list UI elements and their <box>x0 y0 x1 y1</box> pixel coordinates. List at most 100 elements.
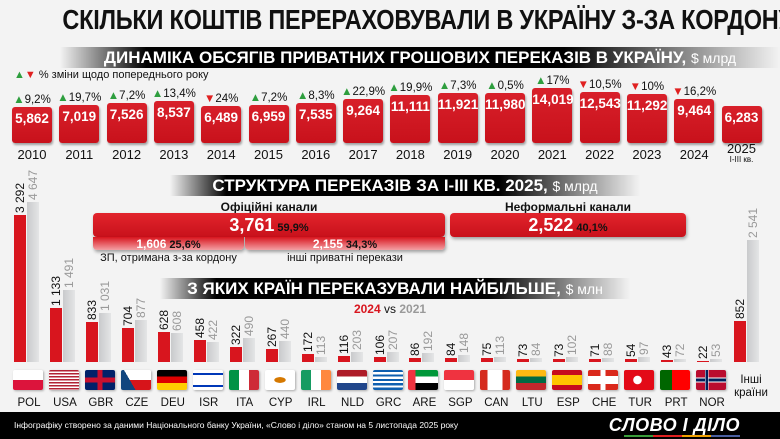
bar-2024 <box>625 359 638 362</box>
legend-2021: 2021 <box>399 302 427 316</box>
value-2024: 86 <box>408 342 423 356</box>
value-2021: 88 <box>601 342 616 356</box>
country-column: 73 102 ESP <box>548 180 584 412</box>
bar-2024 <box>337 356 350 362</box>
informal-value: 2,522 <box>528 215 574 235</box>
value-2024: 75 <box>480 343 495 357</box>
country-column: 116 203 NLD <box>333 180 369 412</box>
bar-2021 <box>458 354 471 362</box>
salary-value: 1,606 <box>136 237 167 251</box>
bar-value: 8,537 <box>156 104 191 120</box>
bar-value: 7,535 <box>298 107 333 123</box>
value-2021: 148 <box>457 332 472 353</box>
country-code: LTU <box>521 397 543 409</box>
country-code: ISR <box>199 397 219 409</box>
year-label: 2010 <box>17 147 47 162</box>
year-label: 2022 <box>585 147 615 162</box>
year-bar: 6,489 <box>201 105 242 143</box>
flag-esp-icon <box>552 370 583 390</box>
value-2021: 422 <box>205 319 220 340</box>
value-2021: 84 <box>529 342 544 356</box>
year-bar: 8,537 <box>153 100 194 143</box>
country-code: CAN <box>484 397 509 409</box>
country-column: 54 97 TUR <box>620 180 656 412</box>
value-2024: 267 <box>264 327 279 348</box>
country-column: 71 88 CHE <box>584 180 620 412</box>
country-column: 172 113 IRL <box>297 180 333 412</box>
value-2021: 490 <box>241 316 256 337</box>
bar-2024 <box>481 358 494 362</box>
country-column: 852 2 541 Інші країни <box>729 180 768 412</box>
year-bar: 7,535 <box>295 103 336 143</box>
other-private-label: інші приватні перекази <box>287 252 403 264</box>
bar-2024 <box>589 358 602 362</box>
country-code: CYP <box>268 397 293 409</box>
year-label: 2015 <box>254 147 283 162</box>
year-label: 2025 <box>727 141 756 156</box>
change-value: 0,5% <box>497 79 524 92</box>
year-bar: 9,264 <box>343 99 384 143</box>
flag-grc-icon <box>372 370 403 390</box>
flag-gbr-icon <box>84 370 115 390</box>
arrow-up-icon: ▲ <box>14 69 25 81</box>
country-column: 86 192 ARE <box>404 180 440 412</box>
bar-2024 <box>301 353 314 362</box>
bar-value: 6,283 <box>724 110 759 126</box>
country-code: SGP <box>448 397 473 409</box>
value-2024: 833 <box>84 300 99 321</box>
bar-value: 11,111 <box>390 98 430 114</box>
change-label: ▲19,9% <box>388 82 432 94</box>
arrow-up-icon: ▲ <box>438 80 451 92</box>
arrow-up-icon: ▲ <box>486 79 498 92</box>
year-bar: 12,543 <box>579 91 621 143</box>
country-column: 628 608 DEU <box>153 180 189 412</box>
section-header-countries: З ЯКИХ КРАЇН ПЕРЕКАЗУВАЛИ НАЙБІЛЬШЕ, $ м… <box>160 278 630 299</box>
year-column: ▼10,5% 12,543 2022 <box>578 79 622 162</box>
value-2021: 192 <box>421 330 436 351</box>
bar-value: 7,526 <box>109 107 144 123</box>
year-column: ▲9,2% 5,862 2010 <box>10 82 54 162</box>
change-value: 19,7% <box>68 91 102 104</box>
value-2024: 704 <box>120 306 135 327</box>
salary-label: ЗП, отримана з-за кордону <box>100 252 237 264</box>
value-2021: 113 <box>493 335 508 355</box>
official-channels-label: Офіційні канали <box>220 200 318 214</box>
arrow-up-icon: ▲ <box>107 90 120 103</box>
year-column: ▲8,3% 7,535 2016 <box>294 82 338 162</box>
bar-value: 11,292 <box>626 98 668 114</box>
official-pct: 59,9% <box>277 222 309 234</box>
change-value: 13,4% <box>163 87 196 100</box>
bar-2024 <box>14 215 26 362</box>
year-label: 2014 <box>206 147 236 162</box>
change-label: ▲7,2% <box>105 90 149 102</box>
country-code: CZE <box>125 397 149 409</box>
bar-value: 11,980 <box>485 96 526 112</box>
year-bar: 7,526 <box>106 103 147 143</box>
legend-2024: 2024 <box>353 302 381 316</box>
country-column: 43 72 PRT <box>656 180 692 412</box>
year-label: 2024 <box>679 147 709 162</box>
value-2024: 1 133 <box>48 275 63 306</box>
year-bar: 7,019 <box>59 104 100 143</box>
footer: Інфографіку створено за даними Національ… <box>0 412 780 439</box>
value-2024: 106 <box>372 334 387 355</box>
value-2021: 97 <box>637 342 652 356</box>
change-value: 7,2% <box>119 90 146 103</box>
countries-legend: 2024 vs 2021 <box>300 302 480 316</box>
value-2024: 172 <box>300 331 315 352</box>
year-column: ▲7,3% 11,921 2019 <box>436 80 480 162</box>
year-label: 2018 <box>395 147 425 162</box>
change-label: ▼10,5% <box>578 79 622 91</box>
section-title: СТРУКТУРА ПЕРЕКАЗІВ ЗА І-ІІІ КВ. 2025, <box>212 176 548 195</box>
section-unit: $ млрд <box>552 178 598 194</box>
value-2024: 71 <box>588 343 603 357</box>
section-unit: $ млрд <box>690 50 737 66</box>
year-label: 2012 <box>112 147 142 162</box>
flag-prt-icon <box>660 370 691 390</box>
country-column: 458 422 ISR <box>189 180 225 412</box>
value-2021: 877 <box>133 297 148 318</box>
flag-can-icon <box>480 370 511 390</box>
arrow-up-icon: ▲ <box>151 87 164 100</box>
bar-2024 <box>265 349 278 362</box>
change-value: 9,2% <box>24 94 51 107</box>
